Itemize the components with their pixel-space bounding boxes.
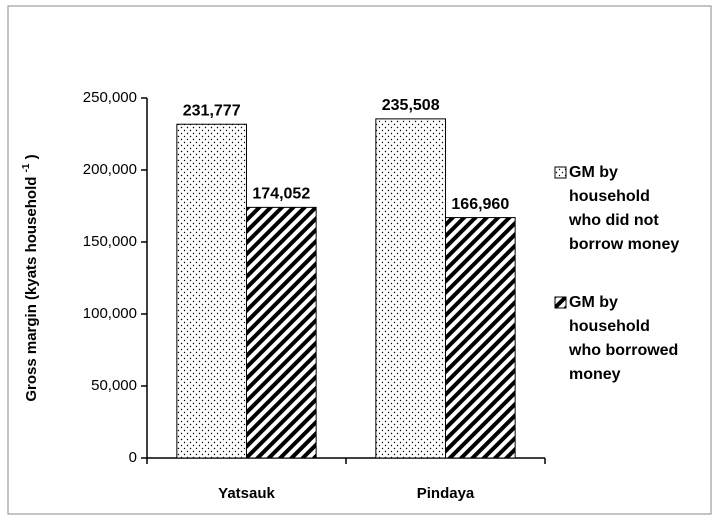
legend-swatch	[555, 167, 566, 178]
y-tick-label: 50,000	[91, 377, 137, 394]
chart-frame	[8, 6, 711, 514]
x-tick-label: Pindaya	[417, 485, 475, 502]
data-label: 166,960	[451, 196, 509, 213]
y-tick-label: 200,000	[83, 161, 137, 178]
bar	[247, 207, 317, 458]
bar	[376, 119, 446, 458]
y-axis-title: Gross margin (kyats household -1 )	[17, 154, 40, 401]
legend-swatch	[555, 297, 566, 308]
bar	[177, 124, 247, 458]
data-label: 235,508	[382, 97, 440, 114]
bar	[446, 218, 516, 458]
data-label: 174,052	[252, 186, 310, 203]
x-tick-label: Yatsauk	[218, 485, 275, 502]
y-tick-label: 100,000	[83, 305, 137, 322]
y-axis-title-close: )	[23, 154, 40, 159]
page: {"chart_data": {"type": "bar", "y_label"…	[0, 0, 720, 518]
data-label: 231,777	[183, 102, 241, 119]
y-axis-title-superscript: -1	[21, 163, 32, 172]
y-tick-label: 250,000	[83, 89, 137, 106]
chart: Gross margin (kyats household -1 ) 0 50,0…	[0, 0, 720, 518]
y-axis-title-text: Gross margin (kyats household	[23, 177, 40, 402]
y-tick-label: 150,000	[83, 233, 137, 250]
y-tick-label: 0	[129, 449, 137, 466]
